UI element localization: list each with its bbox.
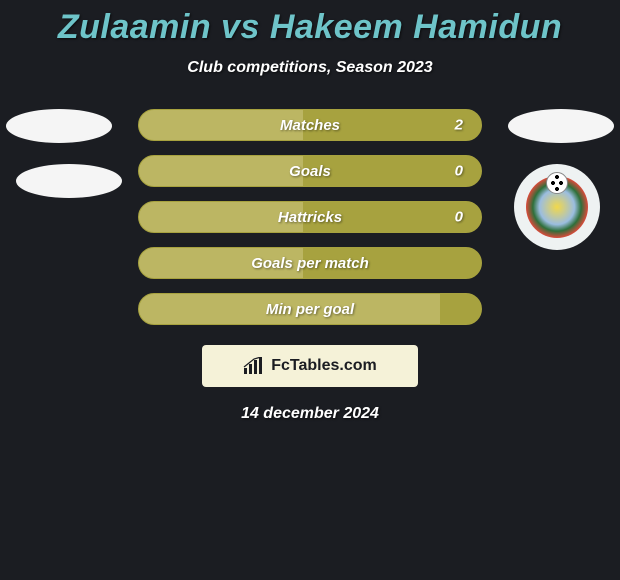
stat-bar-label: Goals [289,163,331,180]
stat-bar-value-right: 2 [455,117,463,134]
stat-bar-fill [139,110,303,140]
branding-badge[interactable]: FcTables.com [202,345,418,387]
page-root: Zulaamin vs Hakeem Hamidun Club competit… [0,0,620,423]
crest-shield-icon [526,176,588,238]
compare-zone: Matches 2 Goals 0 Hattricks 0 Goals per … [0,109,620,423]
stat-bar-goals-per-match: Goals per match [138,247,482,279]
date-text: 14 december 2024 [0,405,620,423]
stat-bar-label: Matches [280,117,340,134]
player-left-avatar-2 [16,164,122,198]
stat-bar-value-right: 0 [455,163,463,180]
page-title: Zulaamin vs Hakeem Hamidun [0,8,620,47]
player-right-avatar-1 [508,109,614,143]
soccer-ball-icon [546,172,568,194]
stat-bar-label: Goals per match [251,255,369,272]
stat-bar-label: Min per goal [266,301,354,318]
stat-bar-label: Hattricks [278,209,342,226]
stat-bar-fill [139,156,303,186]
bar-chart-icon [243,357,265,375]
stat-bar-hattricks: Hattricks 0 [138,201,482,233]
stat-bars: Matches 2 Goals 0 Hattricks 0 Goals per … [138,109,482,325]
player-left-avatar-1 [6,109,112,143]
stat-bar-goals: Goals 0 [138,155,482,187]
branding-text: FcTables.com [271,357,377,375]
stat-bar-min-per-goal: Min per goal [138,293,482,325]
stat-bar-matches: Matches 2 [138,109,482,141]
stat-bar-value-right: 0 [455,209,463,226]
club-crest [514,164,600,250]
page-subtitle: Club competitions, Season 2023 [0,59,620,77]
